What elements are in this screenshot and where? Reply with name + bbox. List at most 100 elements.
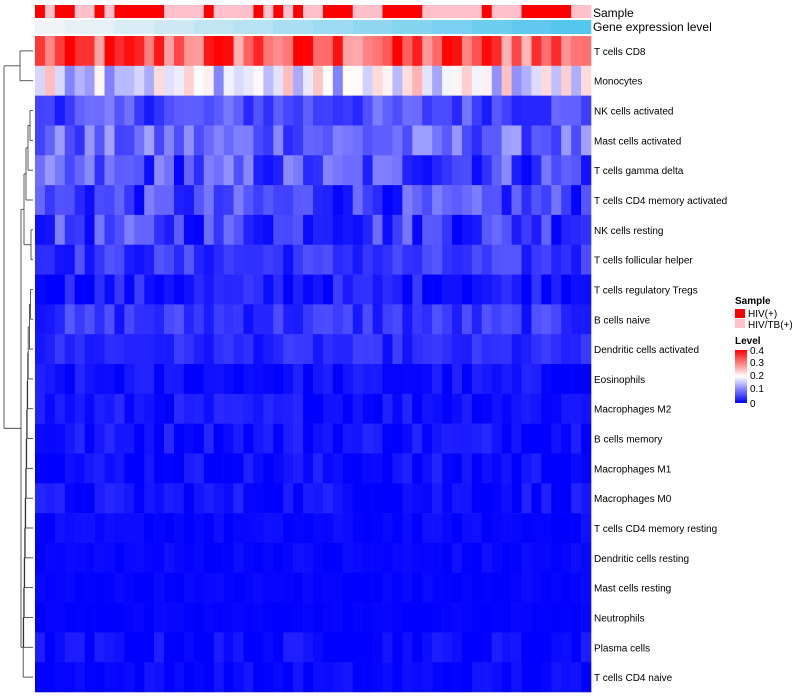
- heatmap-cell: [293, 244, 304, 275]
- heatmap-cell: [164, 393, 175, 424]
- heatmap-cell: [303, 513, 314, 544]
- heatmap-cell: [213, 513, 224, 544]
- heatmap-cell: [104, 185, 115, 216]
- heatmap-cell: [233, 364, 244, 395]
- heatmap-cell: [442, 632, 453, 663]
- sample-annotation-cell: [154, 5, 165, 18]
- heatmap-cell: [531, 95, 542, 126]
- heatmap-cell: [193, 572, 205, 603]
- heatmap-cell: [64, 572, 76, 603]
- heatmap-cell: [491, 483, 502, 514]
- heatmap-cell: [303, 453, 314, 484]
- heatmap-cell: [561, 364, 572, 395]
- heatmap-cell: [511, 453, 522, 484]
- heatmap-cell: [501, 65, 512, 96]
- heatmap-cell: [362, 393, 373, 424]
- heatmap-cell: [54, 274, 66, 305]
- heatmap-cell: [581, 453, 592, 484]
- heatmap-cell: [471, 483, 483, 514]
- heatmap-cell: [104, 95, 115, 126]
- heatmap-cell: [402, 572, 413, 603]
- sample-annotation-cell: [332, 5, 344, 18]
- heatmap-cell: [293, 423, 304, 454]
- heatmap-cell: [74, 95, 85, 126]
- heatmap-cell: [561, 423, 572, 454]
- heatmap-cell: [541, 95, 552, 126]
- heatmap-cell: [551, 364, 562, 395]
- heatmap-cell: [243, 65, 254, 96]
- heatmap-cell: [521, 423, 532, 454]
- heatmap-cell: [362, 632, 373, 663]
- expression-level-cell: [551, 20, 562, 34]
- heatmap-cell: [54, 155, 66, 186]
- heatmap-cell: [571, 483, 582, 514]
- heatmap-cell: [124, 304, 135, 335]
- heatmap-cell: [452, 513, 463, 544]
- heatmap-cell: [342, 542, 354, 574]
- heatmap-cell: [233, 453, 244, 484]
- heatmap-cell: [322, 453, 334, 484]
- heatmap-cell: [303, 125, 314, 156]
- heatmap-cell: [511, 334, 522, 365]
- heatmap-cell: [571, 244, 582, 275]
- heatmap-cell: [382, 36, 393, 67]
- heatmap-cell: [64, 364, 76, 395]
- heatmap-cell: [44, 572, 56, 603]
- heatmap-cell: [183, 483, 195, 514]
- heatmap-cell: [124, 423, 135, 454]
- heatmap-cell: [442, 125, 453, 156]
- heatmap-cell: [104, 65, 115, 96]
- heatmap-cell: [263, 334, 274, 365]
- heatmap-cell: [501, 36, 512, 67]
- heatmap-cell: [382, 513, 393, 544]
- heatmap-cell: [263, 155, 274, 186]
- heatmap-cell: [293, 513, 304, 544]
- heatmap-cell: [203, 95, 215, 126]
- heatmap-cell: [322, 602, 334, 633]
- heatmap-cell: [511, 542, 522, 574]
- heatmap-cell: [213, 662, 224, 693]
- heatmap-cell: [491, 65, 502, 96]
- heatmap-cell: [362, 36, 373, 67]
- heatmap-cell: [392, 662, 403, 693]
- heatmap-cell: [571, 155, 582, 186]
- heatmap-cell: [104, 125, 115, 156]
- heatmap-cell: [511, 95, 522, 126]
- heatmap-cell: [313, 602, 324, 633]
- heatmap-cell: [84, 483, 95, 514]
- heatmap-cell: [154, 155, 165, 186]
- heatmap-cell: [84, 155, 95, 186]
- heatmap-cell: [362, 662, 373, 693]
- heatmap-cell: [74, 602, 85, 633]
- heatmap-cell: [422, 542, 433, 574]
- heatmap-cell: [213, 304, 224, 335]
- heatmap-cell: [313, 423, 324, 454]
- heatmap-cell: [551, 65, 562, 96]
- heatmap-cell: [561, 542, 572, 574]
- heatmap-cell: [402, 632, 413, 663]
- sample-annotation-cell: [243, 5, 254, 18]
- heatmap-cell: [332, 244, 344, 275]
- heatmap-cell: [144, 95, 155, 126]
- heatmap-cell: [203, 125, 215, 156]
- heatmap-cell: [531, 304, 542, 335]
- heatmap-cell: [382, 155, 393, 186]
- row-label: Mast cells resting: [594, 584, 671, 595]
- heatmap-cell: [293, 364, 304, 395]
- heatmap-cell: [481, 364, 493, 395]
- heatmap-cell: [293, 602, 304, 633]
- heatmap-cell: [352, 513, 363, 544]
- heatmap-cell: [303, 393, 314, 424]
- heatmap-cell: [174, 95, 185, 126]
- heatmap-cell: [253, 453, 264, 484]
- expression-level-cell: [313, 20, 324, 34]
- heatmap-cell: [124, 214, 135, 246]
- heatmap-cell: [164, 542, 175, 574]
- heatmap-cell: [124, 632, 135, 663]
- heatmap-cell: [571, 95, 582, 126]
- heatmap-cell: [442, 513, 453, 544]
- heatmap-cell: [481, 393, 493, 424]
- sample-annotation-cell: [571, 5, 582, 18]
- heatmap-cell: [372, 244, 383, 275]
- heatmap-cell: [134, 632, 145, 663]
